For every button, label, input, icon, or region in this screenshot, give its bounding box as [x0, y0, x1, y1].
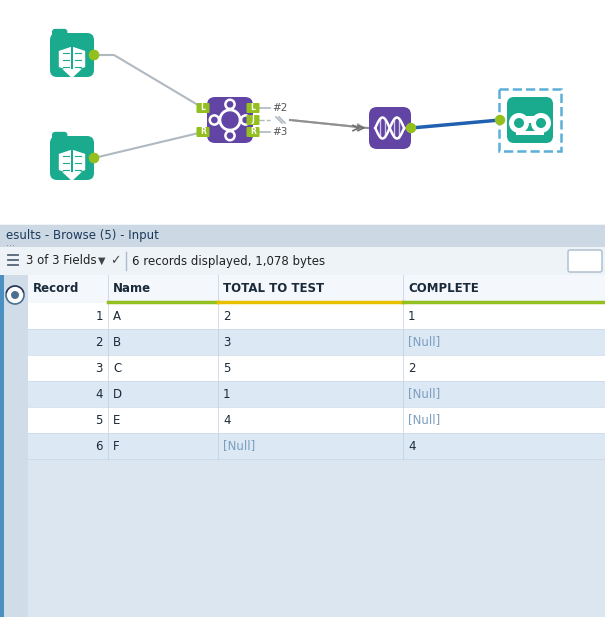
- FancyBboxPatch shape: [499, 89, 561, 151]
- Circle shape: [90, 154, 99, 162]
- Text: 5: 5: [223, 362, 231, 375]
- Text: F: F: [113, 439, 120, 452]
- Circle shape: [90, 154, 99, 162]
- FancyBboxPatch shape: [507, 97, 553, 143]
- Bar: [28, 355, 605, 381]
- Text: 2: 2: [408, 362, 416, 375]
- FancyBboxPatch shape: [50, 136, 94, 180]
- Text: R: R: [250, 128, 256, 136]
- Text: J: J: [252, 115, 255, 125]
- Text: ✓: ✓: [110, 254, 120, 268]
- FancyBboxPatch shape: [246, 115, 260, 125]
- Bar: [522, 116, 538, 123]
- Text: 6 records displayed, 1,078 bytes: 6 records displayed, 1,078 bytes: [132, 254, 325, 268]
- Bar: [28, 381, 605, 407]
- Text: 3 of 3 Fields: 3 of 3 Fields: [26, 254, 97, 268]
- Circle shape: [495, 115, 505, 125]
- Text: R: R: [200, 128, 206, 136]
- Text: 4: 4: [408, 439, 416, 452]
- Circle shape: [514, 118, 524, 128]
- Text: Record: Record: [33, 283, 79, 296]
- Bar: [28, 407, 605, 433]
- Text: 5: 5: [96, 413, 103, 426]
- Bar: [28, 303, 605, 329]
- Bar: [0, 247, 605, 275]
- Bar: [0, 225, 605, 247]
- Text: #3: #3: [272, 127, 287, 137]
- Polygon shape: [62, 172, 82, 181]
- Text: E: E: [113, 413, 120, 426]
- Text: [Null]: [Null]: [408, 413, 440, 426]
- Bar: [0, 275, 28, 617]
- Text: C: C: [113, 362, 121, 375]
- Circle shape: [90, 51, 99, 59]
- Text: ...: ...: [6, 238, 15, 248]
- Text: L: L: [201, 104, 206, 112]
- Text: 3: 3: [223, 336, 231, 349]
- Text: 3: 3: [96, 362, 103, 375]
- FancyBboxPatch shape: [197, 127, 209, 137]
- Text: 1: 1: [223, 387, 231, 400]
- Text: B: B: [113, 336, 121, 349]
- FancyBboxPatch shape: [50, 33, 94, 77]
- Text: [Null]: [Null]: [223, 439, 255, 452]
- Circle shape: [90, 51, 99, 59]
- Text: 2: 2: [223, 310, 231, 323]
- FancyBboxPatch shape: [369, 107, 411, 149]
- Text: Name: Name: [113, 283, 151, 296]
- Text: ▼: ▼: [98, 256, 105, 266]
- Polygon shape: [73, 47, 85, 71]
- Text: 4: 4: [223, 413, 231, 426]
- Text: [Null]: [Null]: [408, 336, 440, 349]
- Circle shape: [531, 113, 551, 133]
- Bar: [0, 225, 605, 617]
- Text: [Null]: [Null]: [408, 387, 440, 400]
- Text: D: D: [113, 387, 122, 400]
- FancyBboxPatch shape: [197, 103, 209, 113]
- Text: TOTAL TO TEST: TOTAL TO TEST: [223, 283, 324, 296]
- Polygon shape: [62, 69, 82, 78]
- Circle shape: [407, 123, 416, 133]
- FancyBboxPatch shape: [246, 103, 260, 113]
- Bar: [516, 131, 544, 135]
- Polygon shape: [59, 47, 71, 71]
- Text: 1: 1: [408, 310, 416, 323]
- Text: 4: 4: [96, 387, 103, 400]
- Text: #2: #2: [272, 103, 287, 113]
- Text: 6: 6: [96, 439, 103, 452]
- Text: 2: 2: [96, 336, 103, 349]
- Circle shape: [509, 113, 529, 133]
- Bar: [0, 275, 4, 617]
- Text: A: A: [113, 310, 121, 323]
- Polygon shape: [59, 150, 71, 174]
- FancyBboxPatch shape: [52, 132, 67, 141]
- Bar: [28, 275, 605, 303]
- FancyBboxPatch shape: [568, 250, 602, 272]
- Text: esults - Browse (5) - Input: esults - Browse (5) - Input: [6, 230, 159, 242]
- Circle shape: [536, 118, 546, 128]
- FancyBboxPatch shape: [207, 97, 253, 143]
- FancyBboxPatch shape: [246, 127, 260, 137]
- Circle shape: [11, 291, 19, 299]
- Text: L: L: [250, 104, 255, 112]
- Text: COMPLETE: COMPLETE: [408, 283, 479, 296]
- Polygon shape: [73, 150, 85, 174]
- Bar: [0, 459, 605, 617]
- Bar: [28, 433, 605, 459]
- FancyBboxPatch shape: [52, 29, 67, 38]
- Circle shape: [6, 286, 24, 304]
- Text: 1: 1: [96, 310, 103, 323]
- Bar: [28, 329, 605, 355]
